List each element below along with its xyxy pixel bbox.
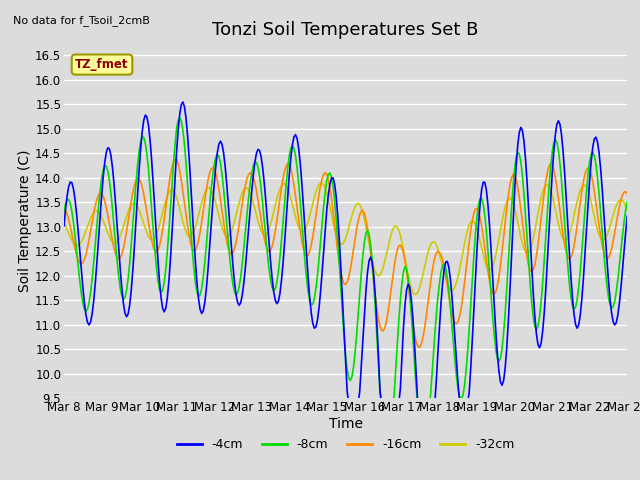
Text: TZ_fmet: TZ_fmet xyxy=(76,58,129,71)
Y-axis label: Soil Temperature (C): Soil Temperature (C) xyxy=(19,150,32,292)
Text: No data for f_Tsoil_2cmB: No data for f_Tsoil_2cmB xyxy=(13,15,150,26)
Legend: -4cm, -8cm, -16cm, -32cm: -4cm, -8cm, -16cm, -32cm xyxy=(172,433,520,456)
Title: Tonzi Soil Temperatures Set B: Tonzi Soil Temperatures Set B xyxy=(212,21,479,39)
X-axis label: Time: Time xyxy=(328,417,363,431)
